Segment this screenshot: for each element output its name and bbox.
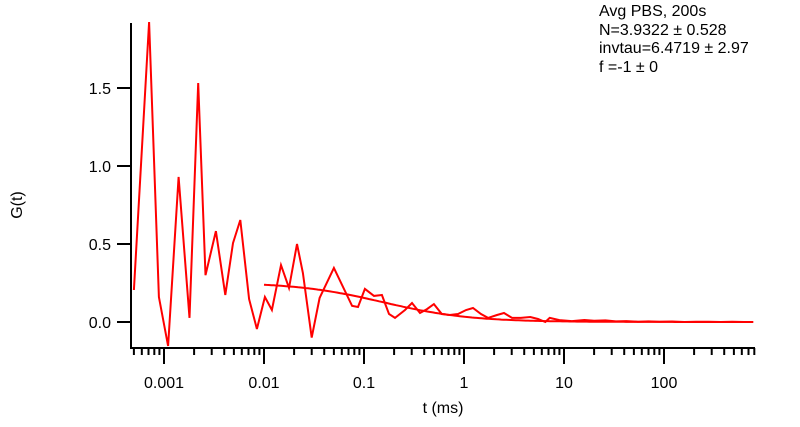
x-tick-label: 0.1 [353, 375, 375, 392]
axes: 0.0 0.5 1.0 1.5 0.001 0.01 0.1 1 10 100 [89, 23, 756, 392]
x-tick-label: 10 [555, 375, 573, 392]
y-axis-label: G(t) [9, 191, 26, 219]
x-tick-label: 100 [651, 375, 678, 392]
annotation-f: f =-1 ± 0 [599, 58, 659, 76]
fit-line [263, 283, 754, 323]
x-tick-label: 1 [460, 375, 469, 392]
x-tick-label: 0.001 [144, 375, 184, 392]
data-series [132, 21, 754, 347]
y-tick-label: 1.5 [89, 81, 111, 98]
x-axis-label: t (ms) [422, 400, 464, 417]
annotation-title: Avg PBS, 200s [599, 3, 707, 20]
annotation-n: N=3.9322 ± 0.528 [599, 21, 727, 39]
fit-annotation: Avg PBS, 200s N=3.9322 ± 0.528 invtau=6.… [599, 3, 749, 77]
y-tick-label: 0.0 [89, 315, 111, 332]
x-tick-label: 0.01 [248, 375, 279, 392]
y-tick-label: 0.5 [89, 237, 111, 254]
y-tick-label: 1.0 [89, 159, 111, 176]
annotation-invtau: invtau=6.4719 ± 2.97 [599, 40, 749, 57]
